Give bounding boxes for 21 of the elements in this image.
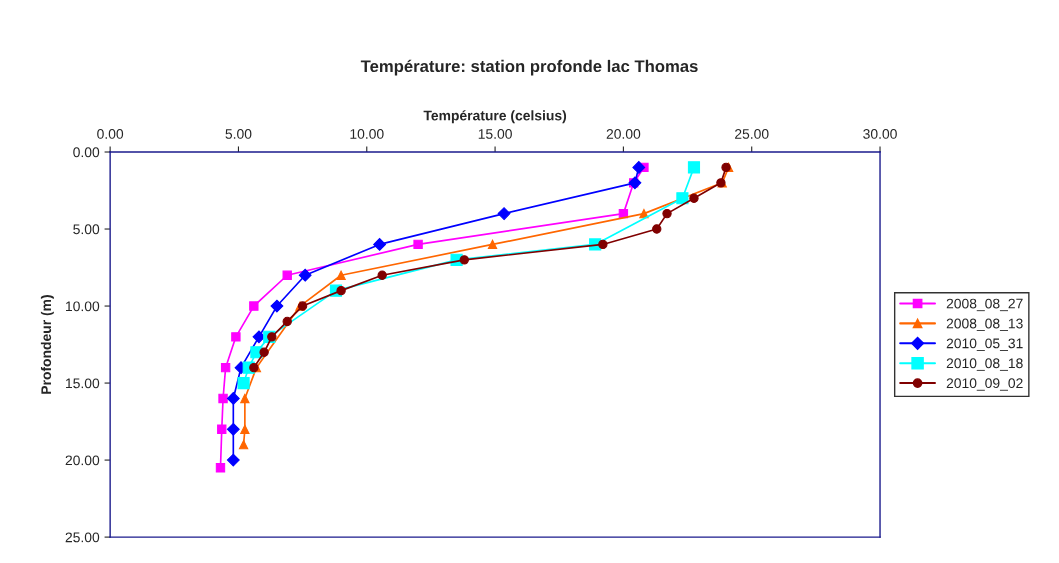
x-axis-title: Température (celsius) [423,110,567,124]
x-tick-label: 30.00 [863,129,897,139]
y-tick-label: 5.00 [73,224,100,235]
legend-label: 2010_05_31 [946,338,1023,351]
y-tick-label: 20.00 [65,455,100,466]
chart-title: Température: station profonde lac Thomas [360,59,698,76]
legend-label: 2010_08_18 [946,358,1023,371]
x-tick-label: 15.00 [478,129,512,139]
legend-label: 2008_08_13 [946,318,1023,332]
y-tick-label: 10.00 [66,301,100,312]
y-tick-label: 25.00 [65,532,100,543]
x-tick-label: 10.00 [350,129,384,139]
x-tick-label: 5.00 [225,129,252,139]
y-tick-label: 15.00 [66,378,100,389]
x-tick-label: 25.00 [735,129,769,139]
legend-label: 2008_08_27 [946,298,1023,312]
x-tick-label: 20.00 [606,129,641,139]
y-axis-title: Profondeur (m) [40,295,54,394]
y-tick-label: 0.00 [73,147,100,158]
legend-label: 2010_09_02 [946,378,1023,391]
x-tick-label: 0.00 [97,129,124,139]
